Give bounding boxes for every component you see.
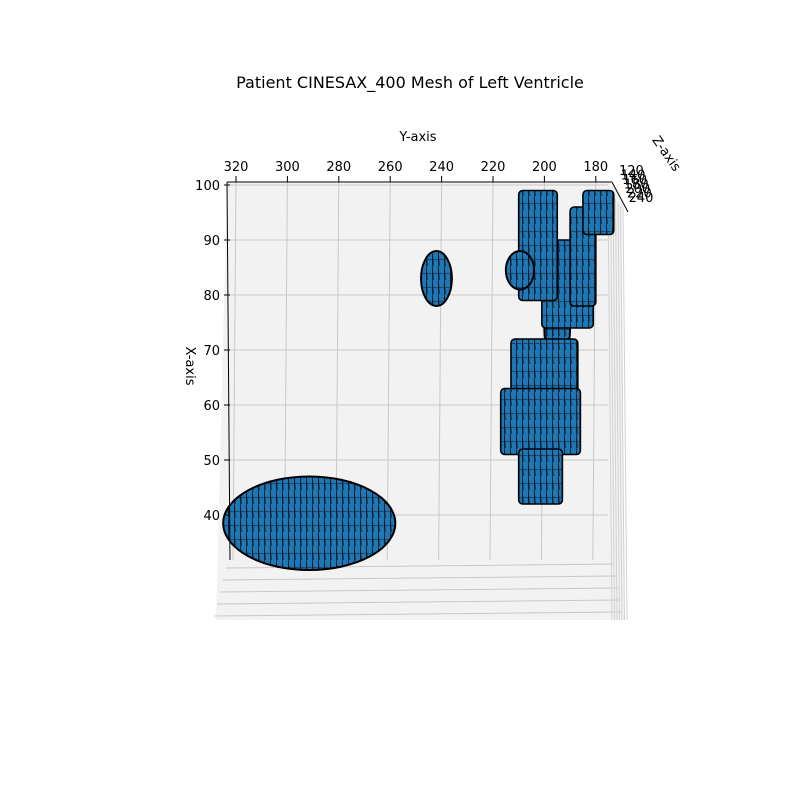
x-tick-label: 70 <box>203 344 220 359</box>
floor-grid-line <box>213 611 623 617</box>
z-grid-line <box>607 189 613 621</box>
floor-grid-line <box>216 599 621 605</box>
x-tick-label: 90 <box>203 234 220 249</box>
z-axis-line <box>611 181 629 213</box>
y-tick-label: 320 <box>224 160 249 175</box>
x-tick-label: 100 <box>195 179 220 194</box>
mesh-blob <box>420 250 453 307</box>
z-grid-line <box>612 195 618 621</box>
y-tick-labels: 320 300 280 260 240 220 200 180 <box>224 160 608 182</box>
y-tick-label: 220 <box>481 160 506 175</box>
z-grid-line <box>620 204 625 621</box>
x-tick-label: 80 <box>203 289 220 304</box>
x-axis-label: X-axis <box>182 347 197 386</box>
mesh-segment <box>582 189 615 236</box>
y-tick-label: 280 <box>326 160 351 175</box>
floor-grid-line <box>222 575 617 581</box>
z-tick-label: 180 <box>624 178 649 193</box>
z-tick-label: 120 <box>619 164 644 179</box>
x-axis-line <box>226 181 231 561</box>
y-tick-label: 300 <box>275 160 300 175</box>
mesh-segment <box>499 387 582 456</box>
y-tick-label: 180 <box>583 160 608 175</box>
z-grid-line <box>617 201 623 621</box>
x-tick-label: 60 <box>203 399 220 414</box>
x-tick-label: 50 <box>203 454 220 469</box>
z-tick-label: 240 <box>629 191 654 206</box>
z-axis-label: Z-axis <box>648 134 683 175</box>
y-tick-label: 200 <box>532 160 557 175</box>
mesh-segment <box>517 448 564 505</box>
mesh-blob <box>222 475 397 571</box>
grid-line-y <box>489 181 494 561</box>
z-tick-label: 160 <box>622 173 647 188</box>
x-tick-label: 40 <box>203 509 220 524</box>
mesh-layer <box>222 189 615 571</box>
grid-line-y <box>438 181 443 561</box>
grid-line-y <box>232 181 237 561</box>
floor-grid-line <box>219 587 619 593</box>
z-tick-label: 200 <box>625 182 650 197</box>
z-tick-label: 140 <box>621 169 646 184</box>
z-grid-line <box>615 198 620 621</box>
y-tick-label: 240 <box>429 160 454 175</box>
grid-line-y <box>386 181 391 561</box>
z-tick-label: 220 <box>627 187 652 202</box>
mesh-blob <box>504 250 536 291</box>
z-grid-line <box>622 207 628 621</box>
y-tick-label: 260 <box>378 160 403 175</box>
z-grid-line <box>610 192 615 621</box>
axis-lines <box>226 181 629 561</box>
chart-title: Patient CINESAX_400 Mesh of Left Ventric… <box>236 73 584 93</box>
x-tick-labels: 100 90 80 70 60 50 40 <box>195 179 230 524</box>
y-axis-label: Y-axis <box>398 130 436 145</box>
